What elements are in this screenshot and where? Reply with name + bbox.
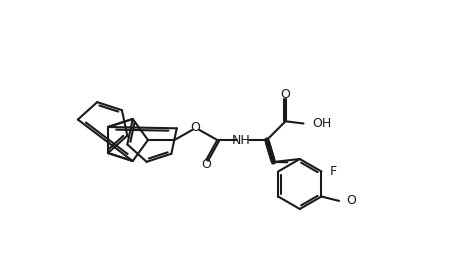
Text: OH: OH bbox=[313, 117, 332, 130]
Text: O: O bbox=[190, 121, 200, 134]
Text: O: O bbox=[201, 158, 211, 171]
Text: O: O bbox=[346, 194, 356, 207]
Text: F: F bbox=[329, 165, 337, 178]
Text: O: O bbox=[281, 88, 290, 101]
Text: NH: NH bbox=[232, 133, 251, 147]
